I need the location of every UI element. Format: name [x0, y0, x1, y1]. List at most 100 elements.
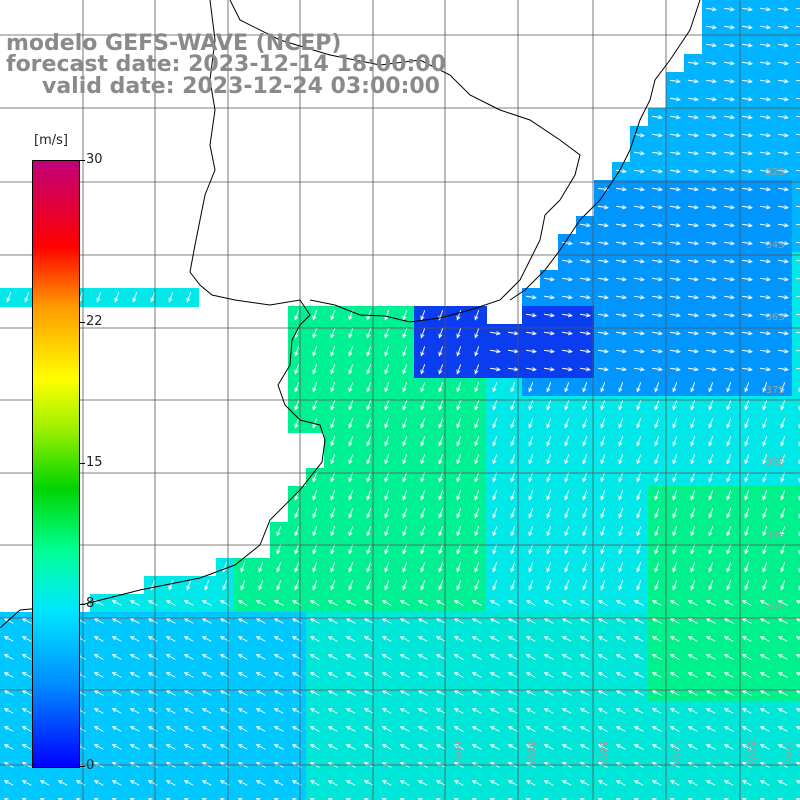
wind-arrow	[597, 313, 609, 318]
wind-arrow	[183, 744, 194, 750]
wind-arrow	[543, 331, 555, 336]
wind-arrow	[453, 726, 464, 732]
wind-arrow	[654, 490, 660, 501]
wind-arrow	[471, 798, 477, 800]
wind-arrow	[273, 690, 284, 696]
wind-arrow	[687, 223, 699, 228]
wind-arrow	[111, 636, 122, 642]
wind-arrow	[708, 400, 714, 411]
wind-arrow	[777, 636, 788, 642]
wind-arrow	[183, 600, 194, 606]
wind-arrow	[651, 690, 662, 696]
wind-arrow	[762, 436, 768, 447]
wind-arrow	[474, 526, 480, 537]
wind-arrow	[147, 618, 158, 624]
wind-arrow	[579, 600, 590, 606]
lon-label: 58W	[525, 741, 536, 764]
wind-arrow	[741, 223, 753, 228]
wind-arrow	[546, 562, 552, 573]
wind-arrow	[348, 544, 354, 555]
wind-arrow	[294, 364, 300, 375]
wind-arrow	[744, 382, 750, 393]
wind-arrow	[363, 744, 374, 750]
wind-arrow	[435, 780, 446, 786]
wind-arrow	[633, 672, 644, 678]
wind-arrow	[474, 490, 480, 501]
wind-arrow	[615, 690, 626, 696]
wind-arrow	[507, 708, 518, 714]
wind-arrow	[759, 241, 771, 246]
wind-arrow	[615, 295, 627, 300]
wind-arrow	[543, 295, 555, 300]
wind-arrow	[759, 79, 771, 84]
wind-arrow	[741, 690, 752, 696]
wind-arrow	[636, 472, 642, 483]
wind-arrow	[795, 295, 800, 298]
wind-arrow	[456, 508, 462, 519]
wind-arrow	[309, 600, 320, 606]
wind-arrow	[723, 349, 735, 354]
wind-arrow	[276, 526, 282, 537]
wind-arrow	[651, 780, 662, 786]
wind-arrow	[546, 418, 552, 429]
wind-arrow	[546, 472, 552, 483]
wind-arrow	[744, 526, 750, 537]
wind-arrow	[651, 205, 663, 210]
wind-arrow	[111, 618, 122, 624]
wind-arrow	[165, 708, 176, 714]
wind-arrow	[780, 526, 786, 537]
wind-arrow	[474, 562, 480, 573]
wind-arrow	[636, 418, 642, 429]
wind-arrow	[669, 331, 681, 336]
wind-arrow	[723, 187, 735, 192]
wind-arrow	[129, 690, 140, 696]
wind-arrow	[708, 382, 714, 393]
wind-arrow	[384, 454, 390, 465]
wind-arrow	[759, 690, 770, 696]
wind-arrow	[384, 472, 390, 483]
valid-date: valid date: 2023-12-24 03:00:00	[42, 74, 440, 99]
wind-arrow	[564, 580, 570, 591]
wind-arrow	[744, 562, 750, 573]
wind-arrow	[348, 562, 354, 573]
wind-arrow	[165, 798, 171, 800]
wind-arrow	[651, 708, 662, 714]
wind-arrow	[564, 436, 570, 447]
wind-arrow	[687, 97, 699, 102]
wind-arrow	[669, 295, 681, 300]
wind-arrow	[759, 97, 771, 102]
wind-arrow	[474, 310, 480, 321]
wind-arrow	[384, 364, 390, 375]
wind-arrow	[489, 331, 501, 336]
wind-arrow	[525, 367, 537, 372]
wind-arrow	[795, 744, 800, 749]
wind-arrow	[525, 295, 537, 300]
wind-arrow	[636, 562, 642, 573]
wind-arrow	[579, 349, 591, 354]
wind-arrow	[777, 205, 789, 210]
wind-arrow	[687, 636, 698, 642]
wind-arrow	[651, 600, 662, 606]
wind-arrow	[795, 133, 800, 136]
wind-arrow	[651, 744, 662, 750]
wind-arrow	[435, 690, 446, 696]
wind-arrow	[564, 562, 570, 573]
wind-arrow	[543, 798, 549, 800]
wind-arrow	[294, 346, 300, 357]
wind-arrow	[327, 690, 338, 696]
wind-arrow	[273, 780, 284, 786]
wind-arrow	[312, 562, 318, 573]
wind-arrow	[579, 259, 591, 264]
wind-arrow	[3, 636, 14, 642]
wind-arrow	[543, 313, 555, 318]
wind-arrow	[654, 472, 660, 483]
wind-arrow	[561, 367, 573, 372]
wind-arrow	[579, 708, 590, 714]
wind-arrow	[543, 636, 554, 642]
wind-arrow	[456, 328, 462, 339]
wind-arrow	[543, 349, 555, 354]
wind-arrow	[528, 472, 534, 483]
wind-arrow	[726, 508, 732, 519]
colorbar-tick-label: 0	[86, 758, 95, 773]
wind-arrow	[525, 690, 536, 696]
